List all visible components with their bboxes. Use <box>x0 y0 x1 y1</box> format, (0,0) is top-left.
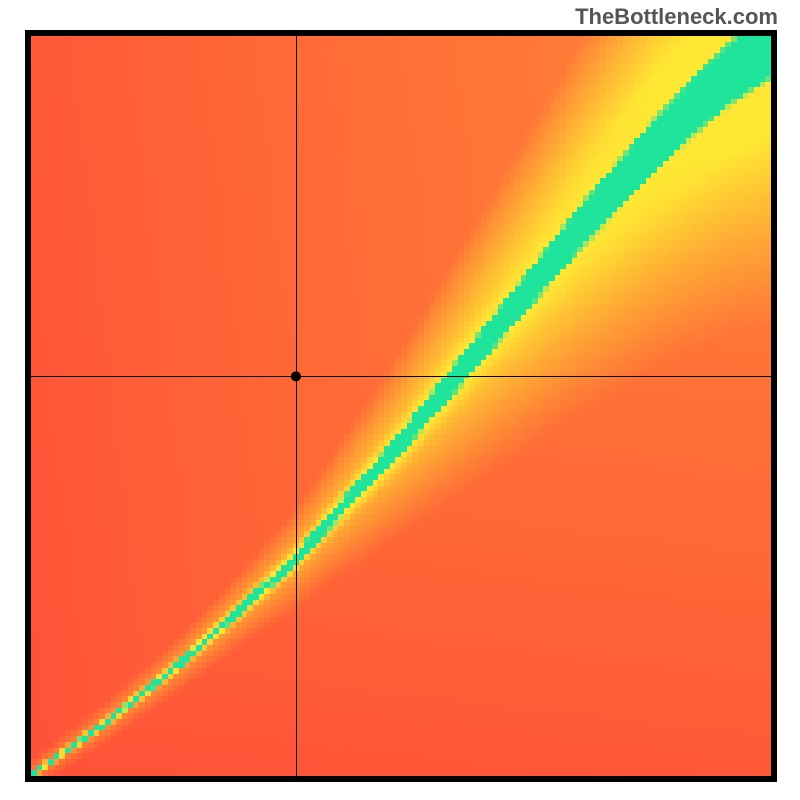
chart-frame <box>25 30 777 782</box>
heatmap-canvas <box>25 30 777 782</box>
watermark-text: TheBottleneck.com <box>575 4 778 30</box>
